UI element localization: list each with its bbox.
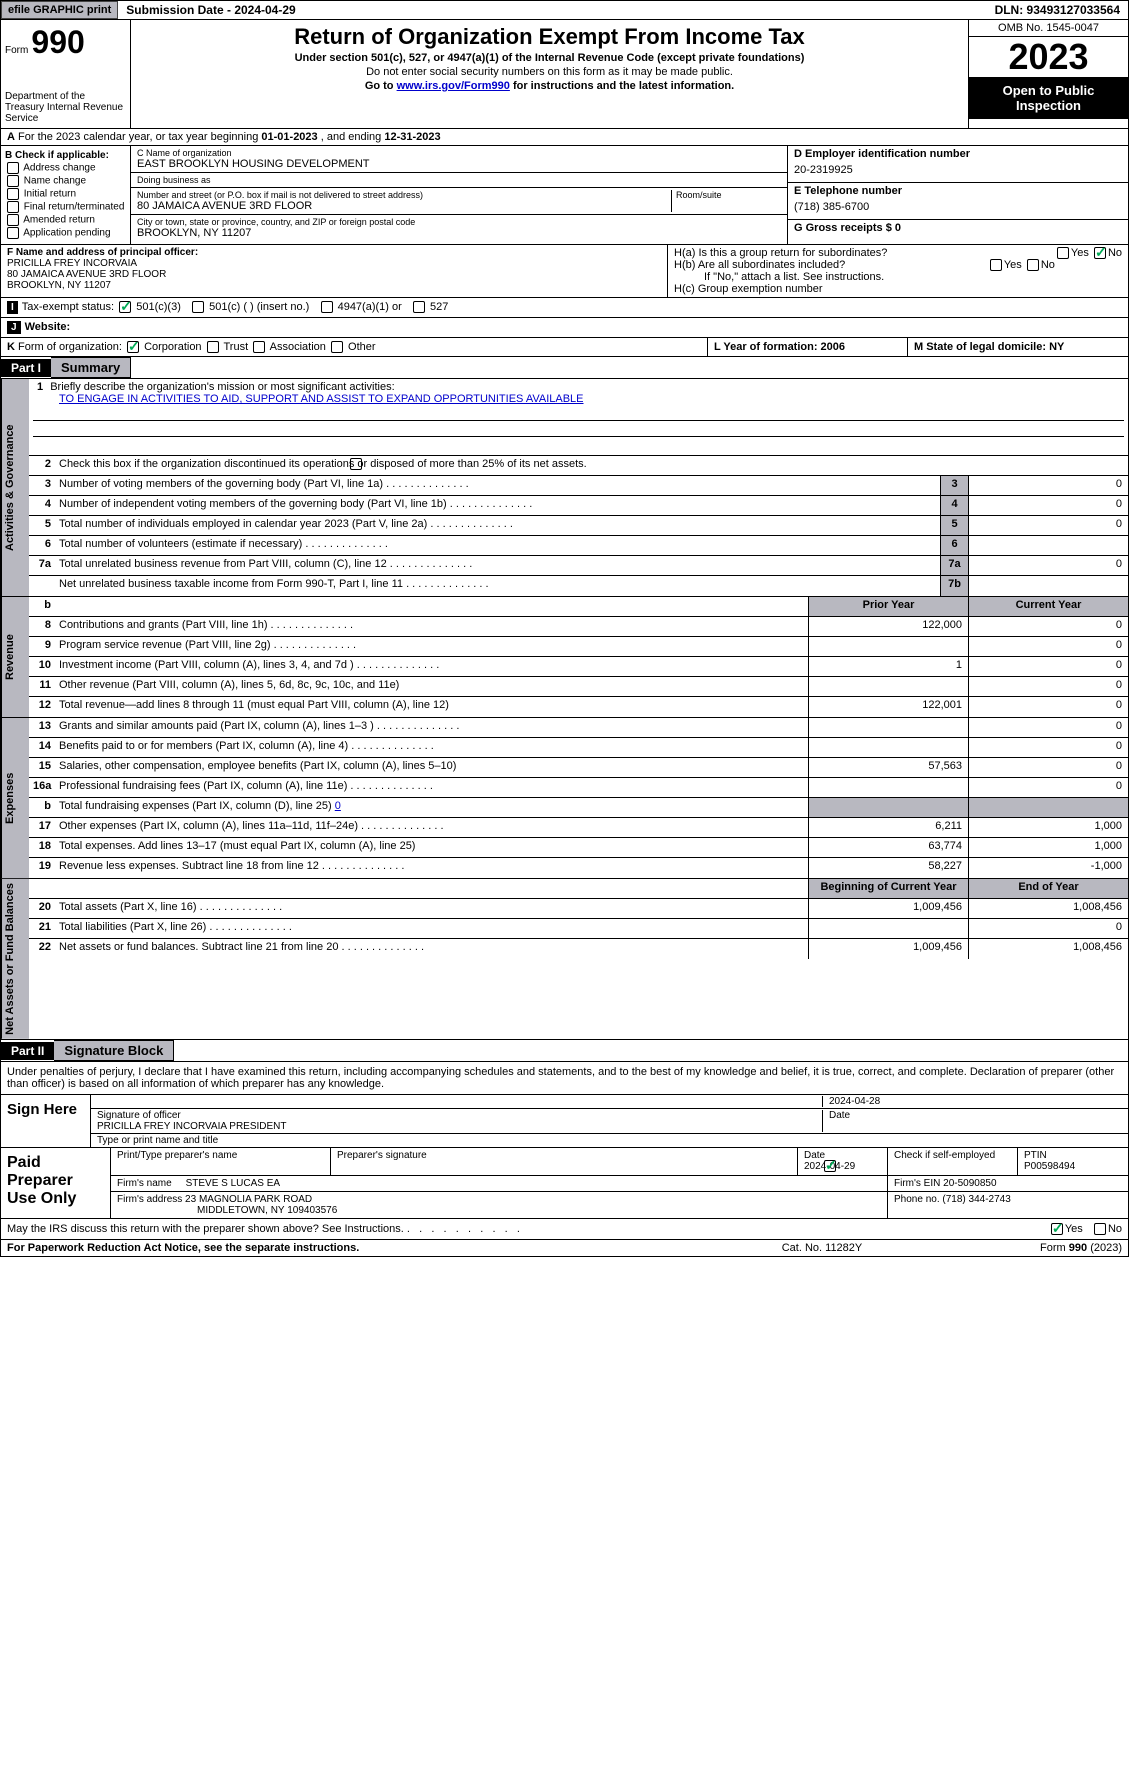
row-j: JWebsite: <box>0 318 1129 338</box>
part1-ag: Activities & Governance 1 Briefly descri… <box>0 379 1129 597</box>
year-formation: L Year of formation: 2006 <box>708 338 908 356</box>
section-bcd: B Check if applicable: Address change Na… <box>0 146 1129 245</box>
form-number: 990 <box>31 24 84 60</box>
form-prefix: Form <box>5 45 28 56</box>
form-title: Return of Organization Exempt From Incom… <box>139 24 960 50</box>
v5: 0 <box>968 516 1128 535</box>
form990-link[interactable]: www.irs.gov/Form990 <box>397 80 510 92</box>
row-a-tax-year: A For the 2023 calendar year, or tax yea… <box>0 129 1129 146</box>
chk-4947[interactable] <box>321 301 333 313</box>
chk-self-employed[interactable] <box>824 1160 836 1172</box>
tax-year: 2023 <box>969 37 1128 77</box>
gross-receipts: G Gross receipts $ 0 <box>794 222 901 234</box>
chk-discuss-no[interactable] <box>1094 1223 1106 1235</box>
v4: 0 <box>968 496 1128 515</box>
row-fh: F Name and address of principal officer:… <box>0 245 1129 298</box>
public-inspection-badge: Open to Public Inspection <box>969 77 1128 119</box>
phone-value: (718) 385-6700 <box>794 197 1122 217</box>
v7b <box>968 576 1128 596</box>
org-street: 80 JAMAICA AVENUE 3RD FLOOR <box>137 200 671 212</box>
row-klm: K Form of organization: Corporation Trus… <box>0 338 1129 357</box>
chk-app-pending[interactable] <box>7 227 19 239</box>
v7a: 0 <box>968 556 1128 575</box>
chk-discuss-yes[interactable] <box>1051 1223 1063 1235</box>
org-name: EAST BROOKLYN HOUSING DEVELOPMENT <box>137 158 781 170</box>
chk-other[interactable] <box>331 341 343 353</box>
row-i: ITax-exempt status: 501(c)(3) 501(c) ( )… <box>0 298 1129 318</box>
v3: 0 <box>968 476 1128 495</box>
part1-revenue: Revenue bPrior YearCurrent Year 8Contrib… <box>0 597 1129 718</box>
box-b: B Check if applicable: Address change Na… <box>1 146 131 244</box>
chk-trust[interactable] <box>207 341 219 353</box>
chk-address-change[interactable] <box>7 162 19 174</box>
chk-501c3[interactable] <box>119 301 131 313</box>
chk-hb-no[interactable] <box>1027 259 1039 271</box>
chk-ha-yes[interactable] <box>1057 247 1069 259</box>
chk-initial-return[interactable] <box>7 188 19 200</box>
chk-527[interactable] <box>413 301 425 313</box>
signature-block: Under penalties of perjury, I declare th… <box>0 1062 1129 1240</box>
firm-address: 23 MAGNOLIA PARK ROAD <box>185 1194 312 1205</box>
chk-501c[interactable] <box>192 301 204 313</box>
officer-signature: PRICILLA FREY INCORVAIA PRESIDENT <box>97 1121 822 1132</box>
part1-header: Part ISummary <box>0 357 1129 379</box>
org-city: BROOKLYN, NY 11207 <box>137 227 781 239</box>
ein-value: 20-2319925 <box>794 160 1122 180</box>
chk-name-change[interactable] <box>7 175 19 187</box>
form-header: Form 990 Department of the Treasury Inte… <box>0 20 1129 129</box>
omb-number: OMB No. 1545-0047 <box>969 20 1128 37</box>
topbar: efile GRAPHIC print Submission Date - 20… <box>0 0 1129 20</box>
box-d: D Employer identification number20-23199… <box>788 146 1128 244</box>
part1-netassets: Net Assets or Fund Balances Beginning of… <box>0 879 1129 1040</box>
declaration-text: Under penalties of perjury, I declare th… <box>1 1062 1128 1094</box>
part2-header: Part IISignature Block <box>0 1040 1129 1062</box>
chk-ha-no[interactable] <box>1094 247 1106 259</box>
chk-assoc[interactable] <box>253 341 265 353</box>
efile-print-button[interactable]: efile GRAPHIC print <box>1 1 118 19</box>
state-domicile: M State of legal domicile: NY <box>908 338 1128 356</box>
chk-corp[interactable] <box>127 341 139 353</box>
instructions-line: Go to www.irs.gov/Form990 for instructio… <box>139 80 960 92</box>
chk-hb-yes[interactable] <box>990 259 1002 271</box>
mission-text: TO ENGAGE IN ACTIVITIES TO AID, SUPPORT … <box>59 393 584 405</box>
subtitle-1: Under section 501(c), 527, or 4947(a)(1)… <box>139 52 960 64</box>
chk-final-return[interactable] <box>7 201 19 213</box>
page-footer: For Paperwork Reduction Act Notice, see … <box>0 1240 1129 1257</box>
sign-here-label: Sign Here <box>1 1095 91 1147</box>
dept-label: Department of the Treasury Internal Reve… <box>5 91 126 124</box>
v6 <box>968 536 1128 555</box>
paid-preparer-label: Paid Preparer Use Only <box>1 1148 111 1218</box>
submission-date: Submission Date - 2024-04-29 <box>118 1 303 19</box>
chk-discontinued[interactable] <box>350 458 362 470</box>
form-footer-label: Form 990 (2023) <box>1040 1242 1122 1254</box>
ptin-value: P00598494 <box>1024 1161 1122 1172</box>
chk-amended-return[interactable] <box>7 214 19 226</box>
firm-ein: 20-5090850 <box>943 1178 996 1189</box>
officer-name: PRICILLA FREY INCORVAIA <box>7 258 137 269</box>
firm-phone: (718) 344-2743 <box>942 1194 1010 1205</box>
dln-label: DLN: 93493127033564 <box>987 1 1128 19</box>
subtitle-2: Do not enter social security numbers on … <box>139 66 960 78</box>
box-c: C Name of organizationEAST BROOKLYN HOUS… <box>131 146 788 244</box>
part1-expenses: Expenses 13Grants and similar amounts pa… <box>0 718 1129 879</box>
firm-name: STEVE S LUCAS EA <box>186 1178 280 1189</box>
